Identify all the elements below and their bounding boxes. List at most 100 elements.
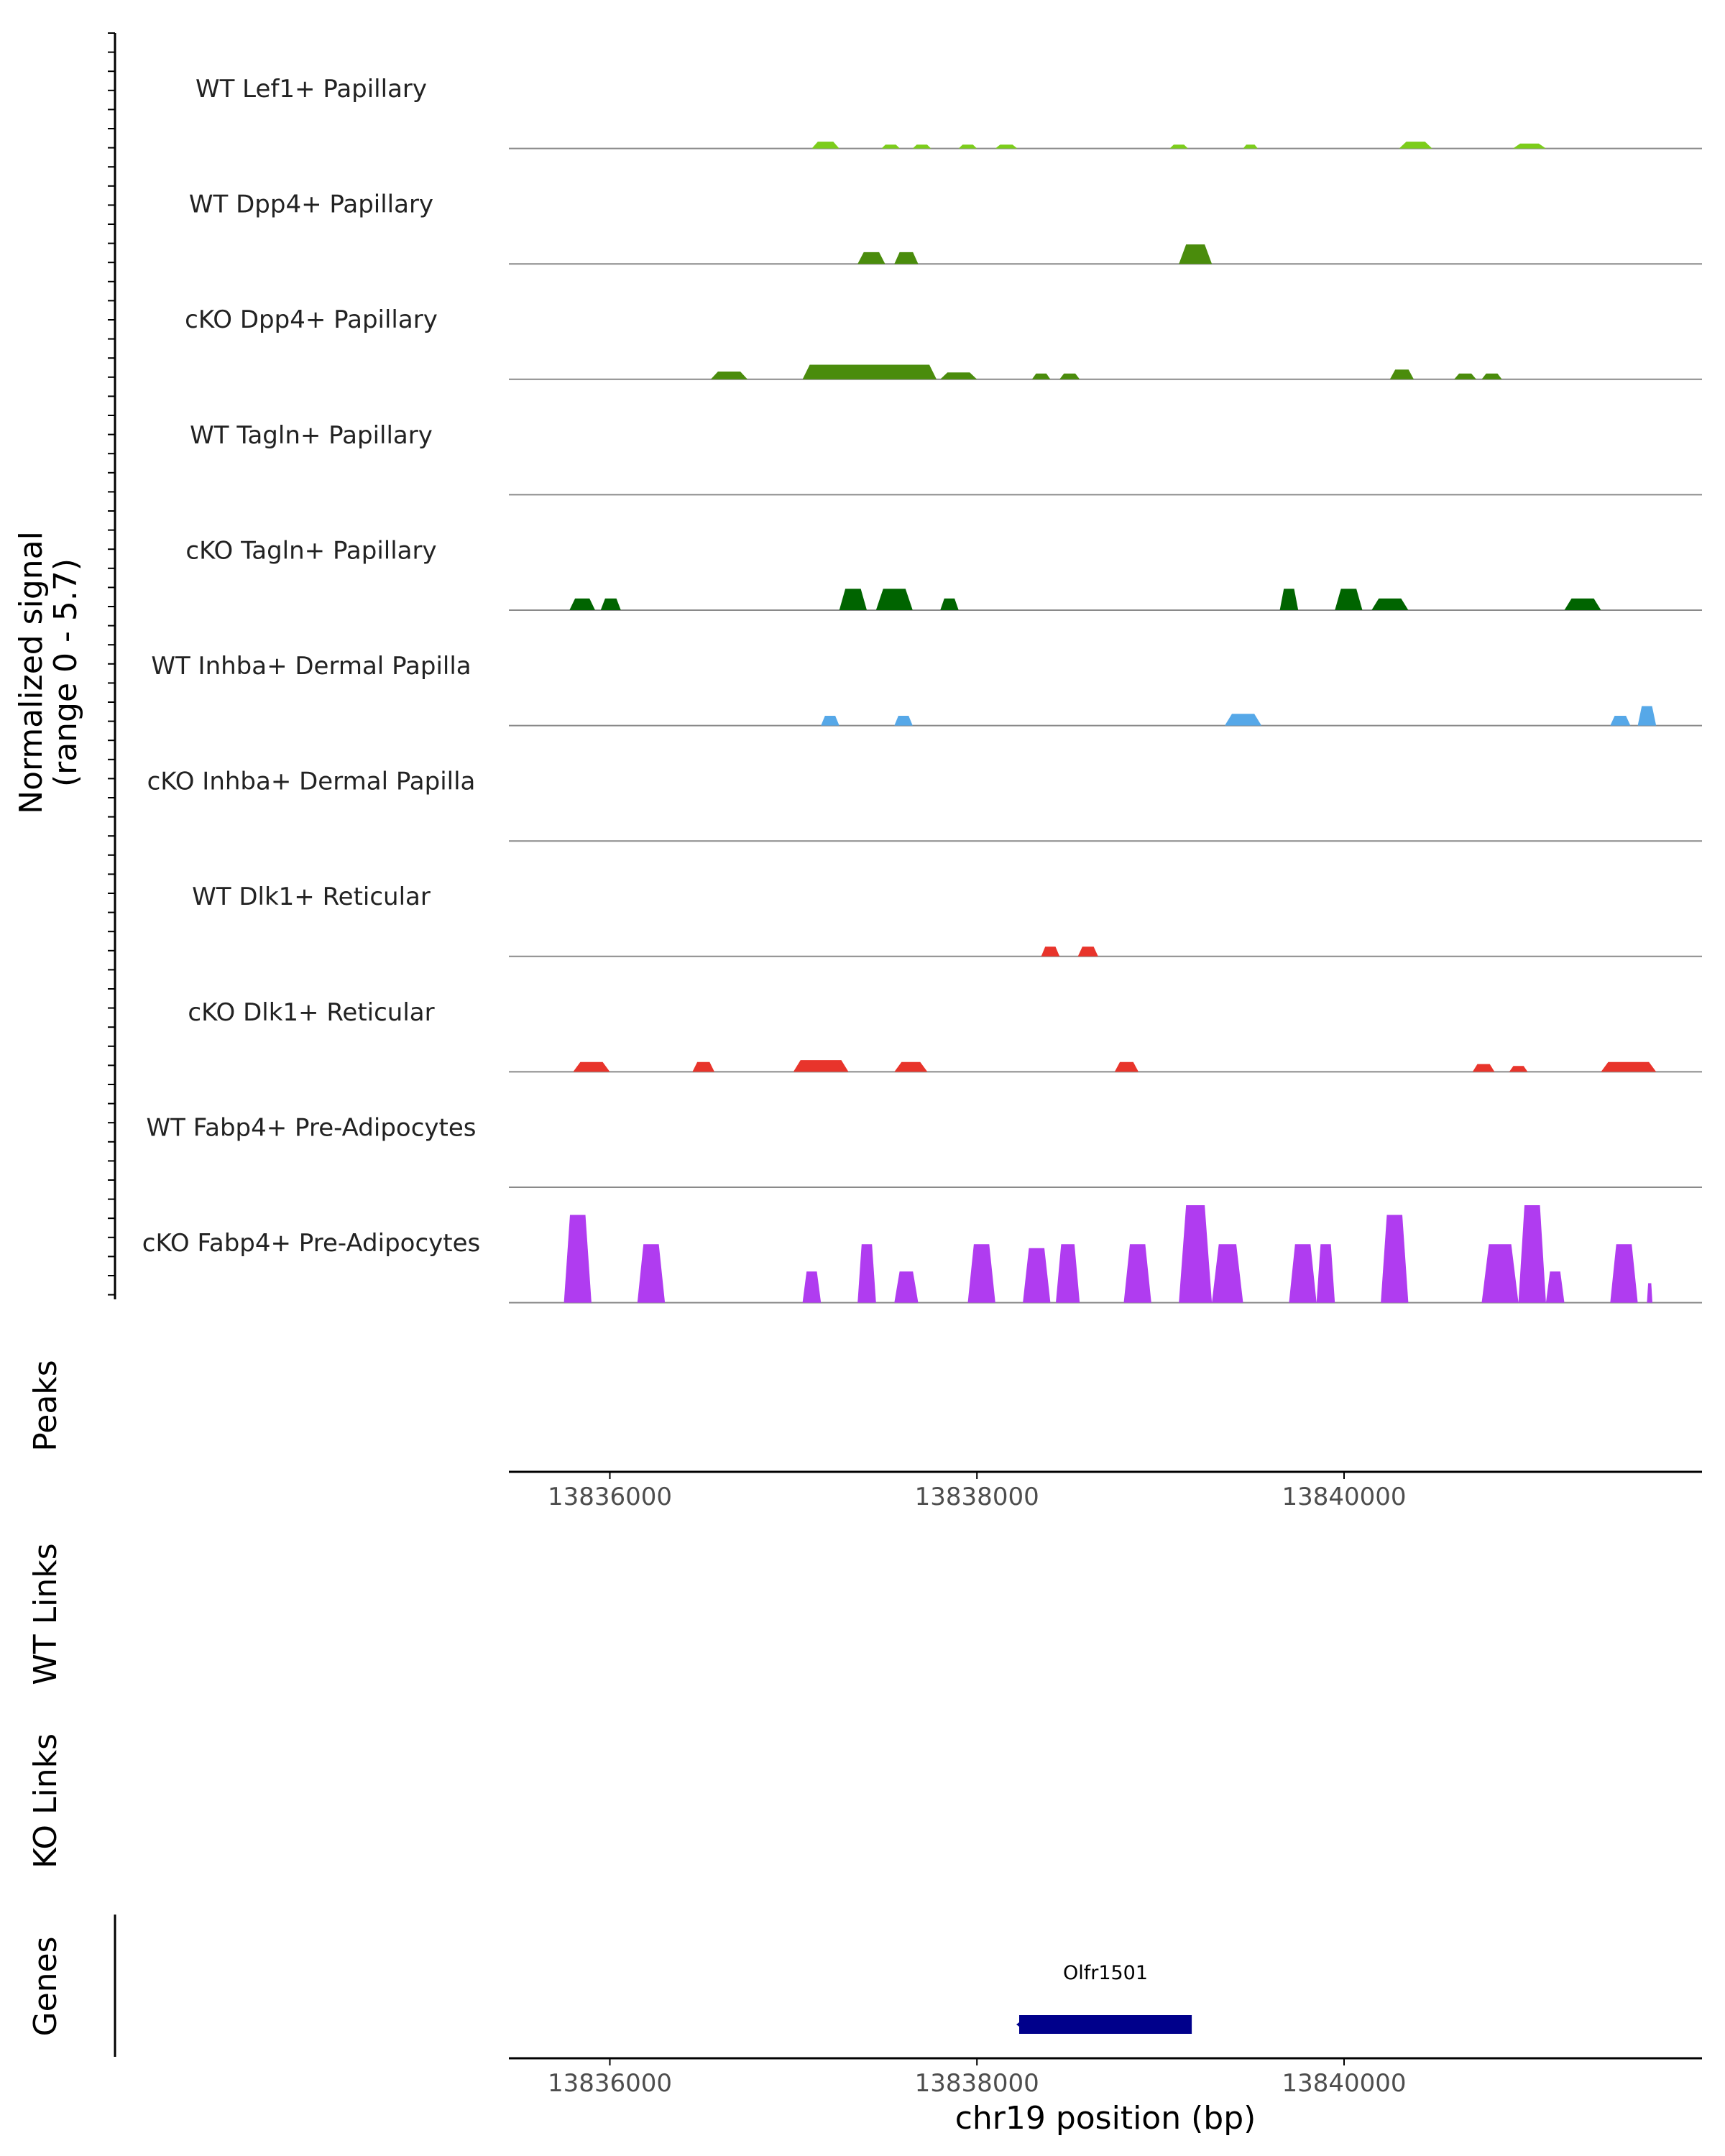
signal-area <box>1481 373 1502 379</box>
track: WT Lef1+ Papillary <box>196 75 1702 149</box>
track: cKO Inhba+ Dermal Papilla <box>147 768 1702 842</box>
signal-area <box>793 1060 849 1072</box>
x-tick-label: 13838000 <box>915 1483 1039 1511</box>
track: WT Fabp4+ Pre-Adipocytes <box>147 1113 1702 1188</box>
track: WT Inhba+ Dermal Papilla <box>151 652 1702 727</box>
gene-body <box>1019 2015 1192 2034</box>
signal-area <box>564 1215 592 1303</box>
track-label: WT Dlk1+ Reticular <box>192 883 431 911</box>
signal-area <box>1601 1061 1657 1072</box>
signal-area <box>875 589 913 610</box>
signal-area <box>1454 373 1476 379</box>
coverage-y-ticks <box>108 32 115 1296</box>
signal-area <box>1114 1061 1138 1072</box>
signal-area <box>894 1271 919 1303</box>
gene-annotations: Olfr1501 <box>1016 1962 1192 2034</box>
track-label: cKO Fabp4+ Pre-Adipocytes <box>142 1229 481 1258</box>
y-axis-title-line1: Normalized signal <box>13 531 50 814</box>
x-tick-label: 13840000 <box>1282 1483 1406 1511</box>
signal-area <box>1518 1205 1546 1303</box>
signal-area <box>1564 598 1601 610</box>
signal-area <box>573 1061 610 1072</box>
track-label: WT Inhba+ Dermal Papilla <box>151 652 471 681</box>
signal-area <box>1077 946 1098 957</box>
track: cKO Dlk1+ Reticular <box>188 998 1702 1073</box>
signal-area <box>710 372 748 379</box>
signal-area <box>1031 373 1051 379</box>
signal-area <box>894 1061 928 1072</box>
peaks-x-axis-ticks: 13836000 13838000 13840000 <box>548 1472 1407 1511</box>
signal-area <box>995 144 1018 149</box>
signal-area <box>1472 1064 1495 1072</box>
track: cKO Fabp4+ Pre-Adipocytes <box>142 1205 1702 1304</box>
signal-area <box>912 144 932 149</box>
ko-links-track-label: KO Links <box>27 1733 64 1869</box>
signal-area <box>1647 1283 1652 1303</box>
x-tick-label: 13838000 <box>915 2069 1039 2098</box>
x-tick-label: 13836000 <box>548 2069 672 2098</box>
x-tick-label: 13840000 <box>1282 2069 1406 2098</box>
signal-area <box>1169 144 1188 149</box>
track-label: cKO Inhba+ Dermal Papilla <box>147 768 476 796</box>
signal-area <box>1056 1244 1080 1303</box>
track-label: WT Dpp4+ Papillary <box>189 190 433 219</box>
signal-area <box>839 589 867 610</box>
signal-area <box>1059 373 1080 379</box>
signal-area <box>894 716 913 726</box>
track-label: cKO Dlk1+ Reticular <box>188 998 434 1027</box>
track: cKO Dpp4+ Papillary <box>185 305 1702 380</box>
signal-area <box>881 144 900 149</box>
signal-area <box>967 1244 995 1303</box>
signal-area <box>857 252 886 264</box>
signal-area <box>1279 589 1299 610</box>
track: WT Tagln+ Papillary <box>190 421 1702 496</box>
gene-strand-arrow <box>1016 2018 1025 2031</box>
signal-area <box>1023 1248 1051 1303</box>
signal-area <box>811 142 840 149</box>
signal-area <box>1610 716 1631 726</box>
signal-area <box>1179 244 1213 264</box>
wt-links-track-label: WT Links <box>27 1543 64 1685</box>
track-label: WT Lef1+ Papillary <box>196 75 427 103</box>
signal-area <box>569 598 595 610</box>
peaks-track-label: Peaks <box>27 1360 64 1451</box>
genes-x-axis-ticks: 13836000 13838000 13840000 <box>548 2058 1407 2098</box>
signal-area <box>940 598 959 610</box>
signal-area <box>600 598 621 610</box>
signal-area <box>1545 1271 1565 1303</box>
gene-label: Olfr1501 <box>1063 1962 1148 1984</box>
signal-area <box>1381 1215 1409 1303</box>
signal-area <box>1243 144 1258 149</box>
signal-area <box>1389 369 1414 379</box>
signal-area <box>1212 1244 1243 1303</box>
signal-area <box>1509 1066 1528 1072</box>
signal-area <box>857 1244 876 1303</box>
signal-area <box>1513 143 1546 149</box>
signal-area <box>1316 1244 1335 1303</box>
signal-area <box>940 372 978 379</box>
signal-area <box>692 1061 714 1072</box>
x-axis-title: chr19 position (bp) <box>955 2100 1256 2137</box>
y-axis-title-line2: (range 0 - 5.7) <box>47 558 84 787</box>
track: cKO Tagln+ Papillary <box>185 536 1702 611</box>
signal-area <box>1481 1244 1519 1303</box>
track-label: WT Fabp4+ Pre-Adipocytes <box>147 1113 477 1142</box>
signal-area <box>1610 1244 1638 1303</box>
track-label: cKO Dpp4+ Papillary <box>185 305 438 334</box>
signal-area <box>894 252 919 264</box>
signal-area <box>637 1244 666 1303</box>
signal-area <box>958 144 978 149</box>
track: WT Dlk1+ Reticular <box>192 883 1702 957</box>
signal-area <box>1123 1244 1151 1303</box>
signal-area <box>802 364 937 379</box>
x-tick-label: 13836000 <box>548 1483 672 1511</box>
track: WT Dpp4+ Papillary <box>189 190 1702 265</box>
signal-area <box>1335 589 1363 610</box>
signal-area <box>1041 946 1060 957</box>
track-label: cKO Tagln+ Papillary <box>185 536 436 565</box>
signal-area <box>821 716 840 726</box>
track-label: WT Tagln+ Papillary <box>190 421 433 450</box>
signal-tracks: WT Lef1+ Papillary WT Dpp4+ Papillary cKO … <box>142 75 1702 1304</box>
signal-area <box>802 1271 822 1303</box>
genes-track-label: Genes <box>27 1936 64 2036</box>
